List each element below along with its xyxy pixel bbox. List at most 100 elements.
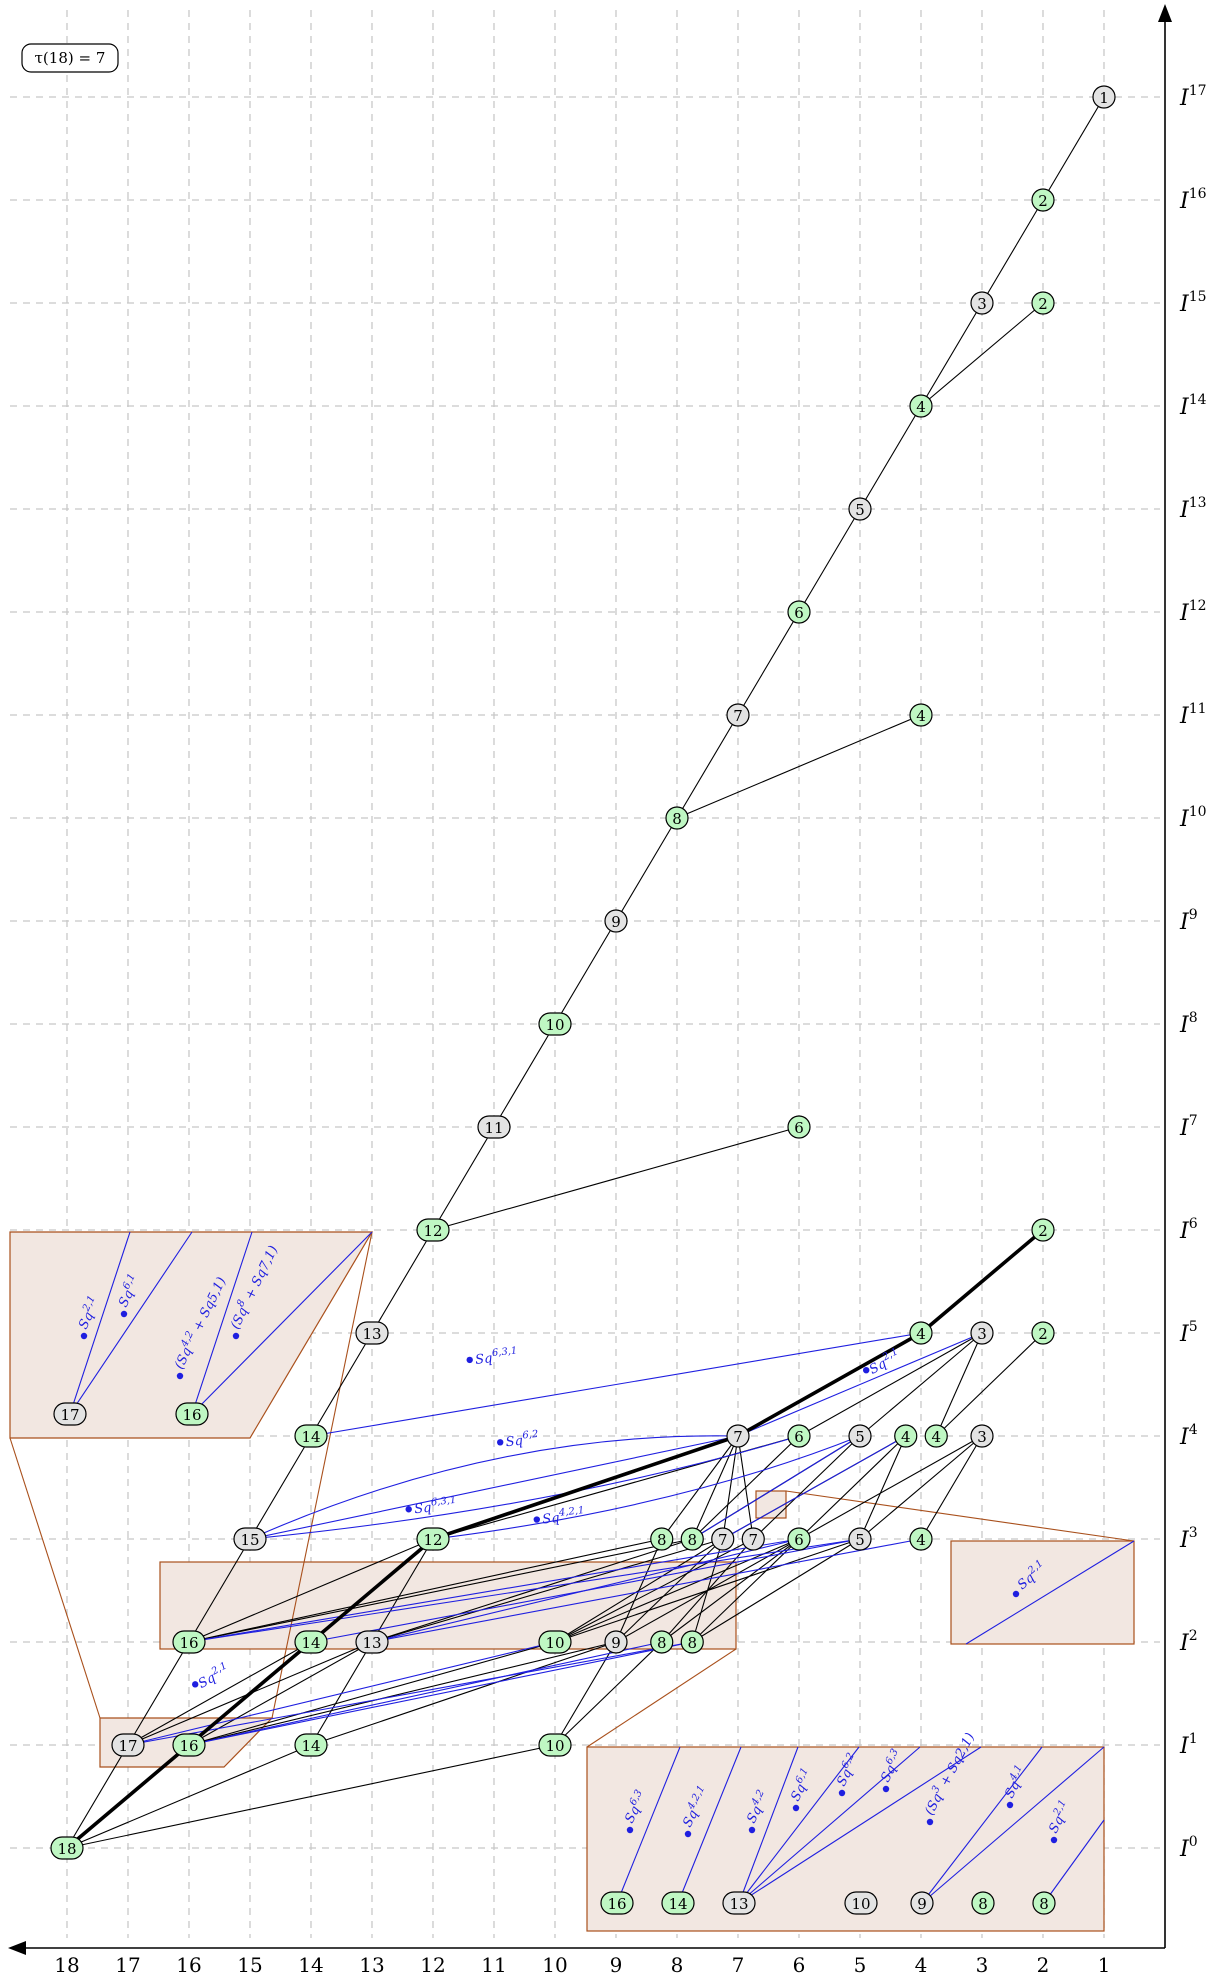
node: 4 — [909, 394, 933, 418]
node-green-shape — [294, 1424, 328, 1448]
edge — [371, 1538, 693, 1643]
node-green-shape — [1031, 1321, 1055, 1345]
node-label: 4 — [916, 1325, 926, 1343]
node: 8 — [650, 1630, 674, 1654]
edge — [1042, 96, 1105, 201]
sq-dot — [684, 1830, 692, 1838]
row-label: I10 — [1179, 804, 1207, 832]
node-green-shape — [175, 1402, 209, 1426]
node: 8 — [971, 1891, 995, 1915]
node: 2 — [1031, 188, 1055, 212]
edge — [188, 1538, 662, 1643]
sq-dot — [232, 1332, 240, 1340]
node: 1 — [1092, 85, 1116, 109]
node-label: 1 — [1099, 89, 1109, 107]
edge — [127, 1641, 312, 1746]
edge — [188, 1538, 693, 1643]
sq-dot — [120, 1310, 128, 1318]
sq-dot — [405, 1506, 412, 1513]
node-label: 5 — [855, 1531, 865, 1549]
sq-label: Sq6,2 — [505, 1429, 540, 1450]
sq-dot — [192, 1681, 199, 1688]
node-label: 8 — [657, 1634, 667, 1652]
node-label: 4 — [916, 398, 926, 416]
grid — [10, 10, 1160, 1938]
node: 2 — [1031, 1321, 1055, 1345]
x-tick-label: 15 — [237, 1953, 262, 1977]
row-label: I0 — [1179, 1834, 1198, 1862]
node-label: 4 — [901, 1428, 911, 1446]
node-label: 17 — [60, 1406, 79, 1424]
node: 3 — [970, 1424, 994, 1448]
node: 13 — [355, 1321, 389, 1345]
inset-leader — [586, 1648, 737, 1748]
x-tick-label: 16 — [176, 1953, 201, 1977]
node: 16 — [172, 1630, 206, 1654]
node-label: 4 — [931, 1428, 941, 1446]
node-label: 14 — [668, 1895, 687, 1913]
node-gray-shape — [848, 1527, 872, 1551]
row-label: I11 — [1179, 701, 1207, 729]
node: 10 — [538, 1733, 572, 1757]
node: 17 — [53, 1402, 87, 1426]
node-green-shape — [538, 1012, 572, 1036]
node-label: 9 — [611, 913, 621, 931]
node-label: 13 — [729, 1895, 748, 1913]
edge — [859, 405, 922, 510]
node-label: 5 — [855, 1428, 865, 1446]
squaring-edge — [310, 1332, 922, 1437]
node: 4 — [909, 703, 933, 727]
edge — [920, 302, 1044, 407]
node-label: 7 — [718, 1531, 728, 1549]
edge — [798, 1435, 907, 1540]
sq-dot — [533, 1516, 540, 1523]
inset-leader — [271, 1231, 373, 1719]
node-green-shape — [1031, 188, 1055, 212]
node: 2 — [1031, 291, 1055, 315]
node-gray-shape — [111, 1733, 145, 1757]
x-tick-label: 9 — [610, 1953, 623, 1977]
edge — [981, 199, 1044, 304]
node-label: 2 — [1038, 192, 1048, 210]
row-label: I16 — [1179, 186, 1207, 214]
sq-dot — [626, 1826, 634, 1834]
inset-leader — [9, 1437, 101, 1719]
node-label: 4 — [916, 1531, 926, 1549]
node-label: 12 — [423, 1222, 442, 1240]
node: 5 — [848, 1424, 872, 1448]
row-label: I12 — [1179, 598, 1207, 626]
node: 6 — [787, 1527, 811, 1551]
node-gray-shape — [726, 1424, 750, 1448]
node-gray-shape — [477, 1115, 511, 1139]
node-green-shape — [894, 1424, 918, 1448]
x-tick-label: 17 — [115, 1953, 140, 1977]
node-green-shape — [1031, 1218, 1055, 1242]
sq-dot — [838, 1789, 846, 1797]
sq-dot — [926, 1818, 934, 1826]
node-label: 9 — [917, 1895, 927, 1913]
node-label: 10 — [851, 1895, 870, 1913]
node-gray-shape — [1092, 85, 1116, 109]
edge — [554, 1641, 663, 1746]
edge — [661, 1435, 739, 1540]
node-gray-shape — [970, 1424, 994, 1448]
squaring-edge — [310, 1538, 861, 1643]
edge — [737, 611, 800, 716]
x-tick-label: 11 — [481, 1953, 506, 1977]
squaring-edge — [432, 1435, 861, 1540]
node: 4 — [924, 1424, 948, 1448]
node-label: 17 — [118, 1737, 137, 1755]
node-label: 7 — [733, 1428, 743, 1446]
node: 14 — [294, 1733, 328, 1757]
x-tick-label: 13 — [359, 1953, 384, 1977]
node: 12 — [416, 1218, 450, 1242]
edge — [798, 1435, 983, 1540]
inset-leader — [785, 1490, 1135, 1542]
node: 16 — [172, 1733, 206, 1757]
squaring-edge — [737, 1332, 983, 1437]
node-label: 4 — [916, 707, 926, 725]
node: 5 — [848, 497, 872, 521]
node: 4 — [909, 1527, 933, 1551]
node-green-shape — [787, 1424, 811, 1448]
node: 14 — [661, 1891, 695, 1915]
